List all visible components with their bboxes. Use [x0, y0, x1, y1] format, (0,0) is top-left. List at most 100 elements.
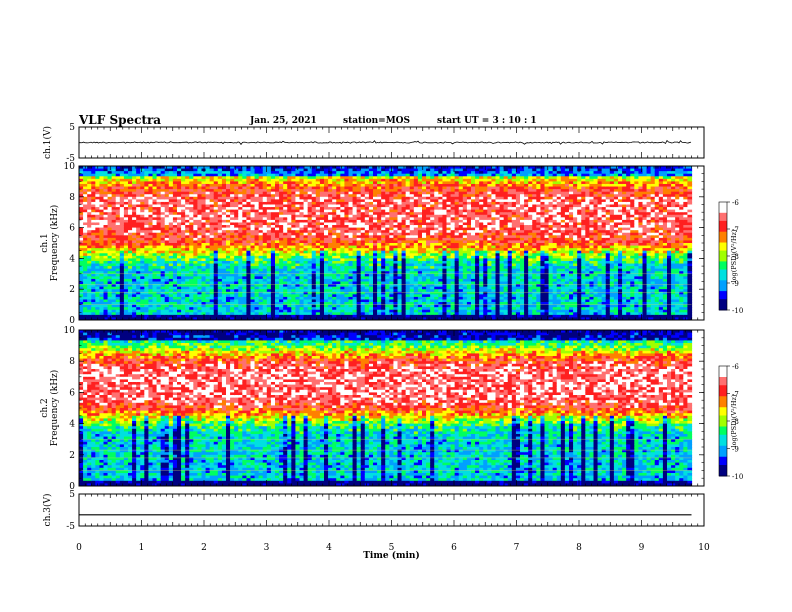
heat-cell [373, 207, 378, 211]
heat-cell [397, 260, 403, 265]
heat-cell [91, 178, 96, 182]
heat-cell [172, 171, 178, 175]
heat-cell [336, 243, 341, 247]
heat-cell [136, 281, 141, 285]
heat-cell [340, 312, 346, 316]
heat-cell [201, 253, 207, 257]
heat-cell [270, 204, 276, 208]
heat-cell [401, 235, 407, 239]
heat-cell [140, 204, 145, 208]
heat-cell [315, 230, 321, 234]
heat-cell [344, 289, 350, 293]
heat-cell [348, 317, 354, 320]
heat-cell [132, 294, 137, 298]
heat-cell [287, 299, 292, 303]
heat-cell [315, 281, 321, 285]
heat-cell [283, 266, 288, 270]
heat-cell [123, 181, 129, 185]
heat-cell [87, 212, 92, 216]
heat-cell [226, 312, 231, 316]
heat-cell [156, 214, 162, 218]
heat-cell [91, 166, 96, 170]
heat-cell [79, 250, 84, 254]
heat-cell [99, 178, 105, 182]
heat-cell [160, 227, 166, 231]
heat-cell [115, 196, 121, 200]
heat-cell [352, 240, 358, 244]
heat-cell [119, 166, 125, 170]
heat-cell [393, 235, 399, 239]
heat-cell [352, 166, 358, 170]
heat-cell [128, 314, 133, 319]
heat-cell [238, 189, 243, 193]
heat-cell [185, 286, 190, 290]
heat-cell [291, 286, 297, 290]
heat-cell [397, 266, 403, 270]
heat-cell [328, 225, 333, 229]
heat-cell [160, 248, 166, 252]
heat-cell [205, 227, 211, 231]
heat-cell [168, 183, 174, 188]
heat-cell [140, 309, 145, 313]
heat-cell [136, 289, 141, 293]
heat-cell [283, 201, 288, 206]
heat-cell [299, 276, 305, 280]
heat-cell [397, 317, 403, 320]
heat-cell [328, 286, 333, 290]
heat-cell [226, 186, 231, 190]
heat-cell [340, 225, 346, 229]
heat-cell [397, 214, 403, 218]
heat-cell [246, 307, 252, 311]
heat-cell [283, 284, 288, 288]
heat-cell [221, 235, 227, 239]
heat-cell [83, 186, 88, 190]
heat-cell [234, 250, 239, 254]
heat-cell [381, 273, 386, 277]
heat-cell [95, 263, 101, 267]
heat-cell [181, 268, 186, 272]
heat-cell [197, 312, 203, 316]
heat-cell [156, 227, 162, 231]
heat-cell [111, 240, 117, 244]
heat-cell [181, 314, 186, 319]
heat-cell [115, 266, 121, 270]
heat-cell [128, 219, 133, 224]
heat-cell [328, 194, 333, 198]
heat-cell [315, 240, 321, 244]
heat-cell [315, 278, 321, 283]
heat-cell [348, 253, 354, 257]
heat-cell [348, 199, 354, 203]
heat-cell [336, 276, 341, 280]
heat-cell [132, 196, 137, 200]
heat-cell [156, 263, 162, 267]
ch1-waveform-panel: 5-5ch.1(V) [42, 123, 705, 164]
heat-cell [213, 314, 219, 319]
heat-cell [332, 168, 337, 172]
heat-cell [123, 171, 129, 175]
heat-cell [201, 186, 207, 190]
heat-cell [250, 225, 256, 229]
heat-cell [368, 291, 374, 295]
heat-cell [185, 240, 190, 244]
heat-cell [111, 289, 117, 293]
heat-cell [307, 271, 313, 275]
heat-cell [144, 278, 150, 283]
heat-cell [160, 201, 166, 206]
heat-cell [385, 189, 390, 193]
heat-cell [132, 173, 137, 177]
heat-cell [324, 243, 329, 247]
heat-cell [148, 245, 154, 249]
heat-cell [144, 312, 150, 316]
heat-cell [397, 268, 403, 272]
heat-cell [181, 186, 186, 190]
heat-cell [360, 266, 366, 270]
heat-cell [189, 307, 194, 311]
heat-cell [185, 302, 190, 306]
heat-cell [291, 296, 297, 301]
heat-cell [168, 307, 174, 311]
heat-cell [360, 176, 366, 180]
heat-cell [193, 222, 199, 226]
heat-cell [136, 276, 141, 280]
heat-cell [262, 268, 268, 272]
heat-cell [128, 258, 133, 262]
